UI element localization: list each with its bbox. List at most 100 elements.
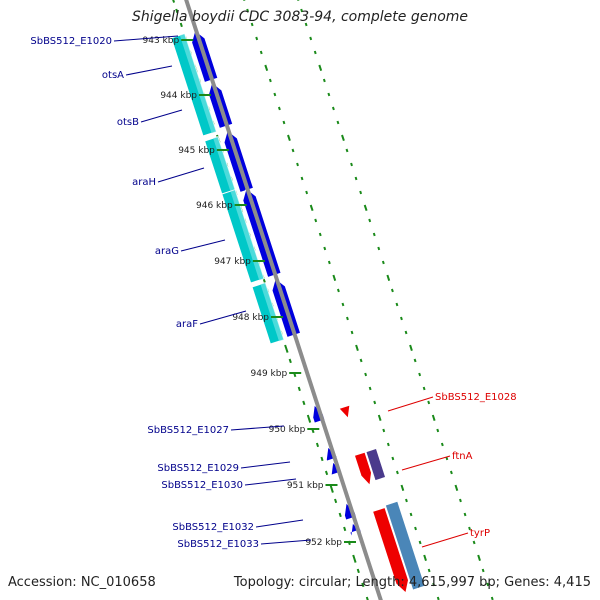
kbp-tick-label: 949 kbp bbox=[251, 369, 288, 379]
left-tick-mark bbox=[284, 344, 289, 353]
forward-gene-leader bbox=[240, 461, 291, 469]
right-tick-mark bbox=[309, 204, 314, 212]
right-tick-mark bbox=[264, 64, 269, 72]
outer-tick-mark bbox=[486, 582, 490, 587]
right-tick-mark bbox=[305, 190, 309, 195]
left-tick-mark bbox=[338, 512, 342, 518]
kbp-tick-label: 946 kbp bbox=[196, 201, 233, 211]
outer-tick-mark bbox=[363, 204, 368, 212]
genome-summary-text: Topology: circular; Length: 4,615,997 bp… bbox=[233, 575, 591, 590]
right-tick-mark bbox=[405, 498, 408, 503]
forward-gene-leader bbox=[199, 310, 247, 325]
forward-gene-label: araH bbox=[132, 177, 156, 188]
cds-reverse-feature bbox=[373, 508, 408, 592]
cds-forward-small bbox=[350, 523, 361, 536]
right-tick-mark bbox=[296, 162, 299, 167]
outer-tick-mark bbox=[459, 498, 462, 503]
right-tick-mark bbox=[423, 554, 427, 562]
outer-tick-mark bbox=[350, 162, 353, 167]
right-tick-mark bbox=[414, 526, 417, 531]
left-tick-mark bbox=[175, 8, 179, 14]
outer-tick-mark bbox=[481, 568, 485, 573]
forward-gene-label: SbBS512_E1027 bbox=[147, 425, 229, 436]
outer-tick-mark bbox=[386, 274, 391, 282]
forward-gene-leader bbox=[230, 425, 285, 431]
left-tick-mark bbox=[288, 358, 292, 364]
right-tick-mark bbox=[255, 36, 259, 41]
outer-tick-mark bbox=[327, 92, 331, 97]
outer-tick-mark bbox=[372, 232, 376, 237]
reverse-gene-leader bbox=[387, 396, 434, 412]
forward-gene-leader bbox=[140, 109, 183, 123]
cog-reverse-feature bbox=[385, 501, 425, 590]
outer-tick-mark bbox=[368, 218, 372, 223]
outer-tick-mark bbox=[440, 442, 444, 447]
outer-tick-mark bbox=[309, 36, 313, 41]
kbp-tick-label: 952 kbp bbox=[305, 538, 342, 548]
outer-tick-mark bbox=[331, 106, 335, 111]
right-tick-mark bbox=[382, 428, 386, 433]
left-tick-mark bbox=[172, 0, 176, 3]
kbp-tick-label: 948 kbp bbox=[232, 313, 269, 323]
outer-tick-mark bbox=[400, 316, 403, 321]
outer-tick-mark bbox=[359, 190, 363, 195]
outer-tick-mark bbox=[427, 400, 431, 405]
map-title: Shigella boydii CDC 3083-94, complete ge… bbox=[131, 9, 469, 25]
right-tick-mark bbox=[395, 470, 399, 475]
right-tick-mark bbox=[300, 176, 304, 181]
left-tick-mark bbox=[356, 568, 360, 574]
left-tick-mark bbox=[306, 414, 312, 423]
genome-backbone bbox=[184, 0, 383, 600]
forward-gene-leader bbox=[255, 519, 304, 528]
outer-tick-mark bbox=[336, 120, 340, 125]
outer-tick-mark bbox=[409, 344, 413, 352]
forward-gene-label: SbBS512_E1033 bbox=[177, 539, 259, 550]
right-tick-mark bbox=[314, 218, 318, 223]
forward-gene-leader bbox=[113, 35, 179, 42]
cog-reverse-feature bbox=[366, 449, 385, 481]
cds-reverse-feature bbox=[355, 452, 371, 485]
right-tick-mark bbox=[287, 134, 291, 142]
outer-tick-mark bbox=[490, 596, 494, 600]
left-tick-mark bbox=[361, 582, 365, 588]
outer-tick-mark bbox=[463, 512, 467, 517]
outer-tick-mark bbox=[454, 484, 459, 492]
right-tick-mark bbox=[386, 442, 390, 447]
outer-tick-mark bbox=[422, 386, 426, 391]
reverse-gene-label: SbBS512_E1028 bbox=[435, 392, 517, 403]
right-tick-mark bbox=[432, 582, 436, 587]
left-tick-mark bbox=[302, 400, 306, 406]
forward-gene-label: otsA bbox=[102, 70, 124, 81]
right-tick-mark bbox=[243, 0, 246, 2]
forward-gene-leader bbox=[260, 539, 312, 545]
outer-tick-mark bbox=[436, 428, 440, 433]
left-tick-mark bbox=[315, 442, 320, 448]
forward-gene-label: SbBS512_E1020 bbox=[30, 36, 112, 47]
right-tick-mark bbox=[359, 358, 363, 363]
right-tick-mark bbox=[400, 484, 405, 492]
left-tick-mark bbox=[343, 526, 347, 532]
forward-gene-label: SbBS512_E1029 bbox=[157, 463, 239, 474]
forward-gene-leader bbox=[180, 239, 226, 252]
outer-tick-mark bbox=[390, 288, 394, 293]
outer-tick-mark bbox=[313, 50, 317, 55]
right-tick-mark bbox=[268, 78, 272, 83]
outer-tick-mark bbox=[341, 134, 345, 142]
forward-gene-label: araG bbox=[155, 246, 179, 257]
kbp-tick-label: 950 kbp bbox=[269, 425, 306, 435]
kbp-tick-label: 944 kbp bbox=[160, 91, 197, 101]
kbp-tick-label: 951 kbp bbox=[287, 481, 324, 491]
outer-tick-mark bbox=[431, 414, 436, 422]
cog-forward-highlight bbox=[179, 33, 217, 134]
left-tick-mark bbox=[324, 470, 329, 476]
right-tick-mark bbox=[418, 540, 422, 545]
right-tick-mark bbox=[368, 386, 372, 391]
outer-tick-mark bbox=[354, 176, 358, 181]
right-tick-mark bbox=[377, 414, 382, 422]
right-tick-mark bbox=[250, 22, 254, 27]
accession-text: Accession: NC_010658 bbox=[8, 575, 156, 590]
outer-tick-mark bbox=[297, 0, 300, 2]
left-tick-mark bbox=[329, 484, 334, 493]
forward-gene-leader bbox=[157, 167, 205, 183]
